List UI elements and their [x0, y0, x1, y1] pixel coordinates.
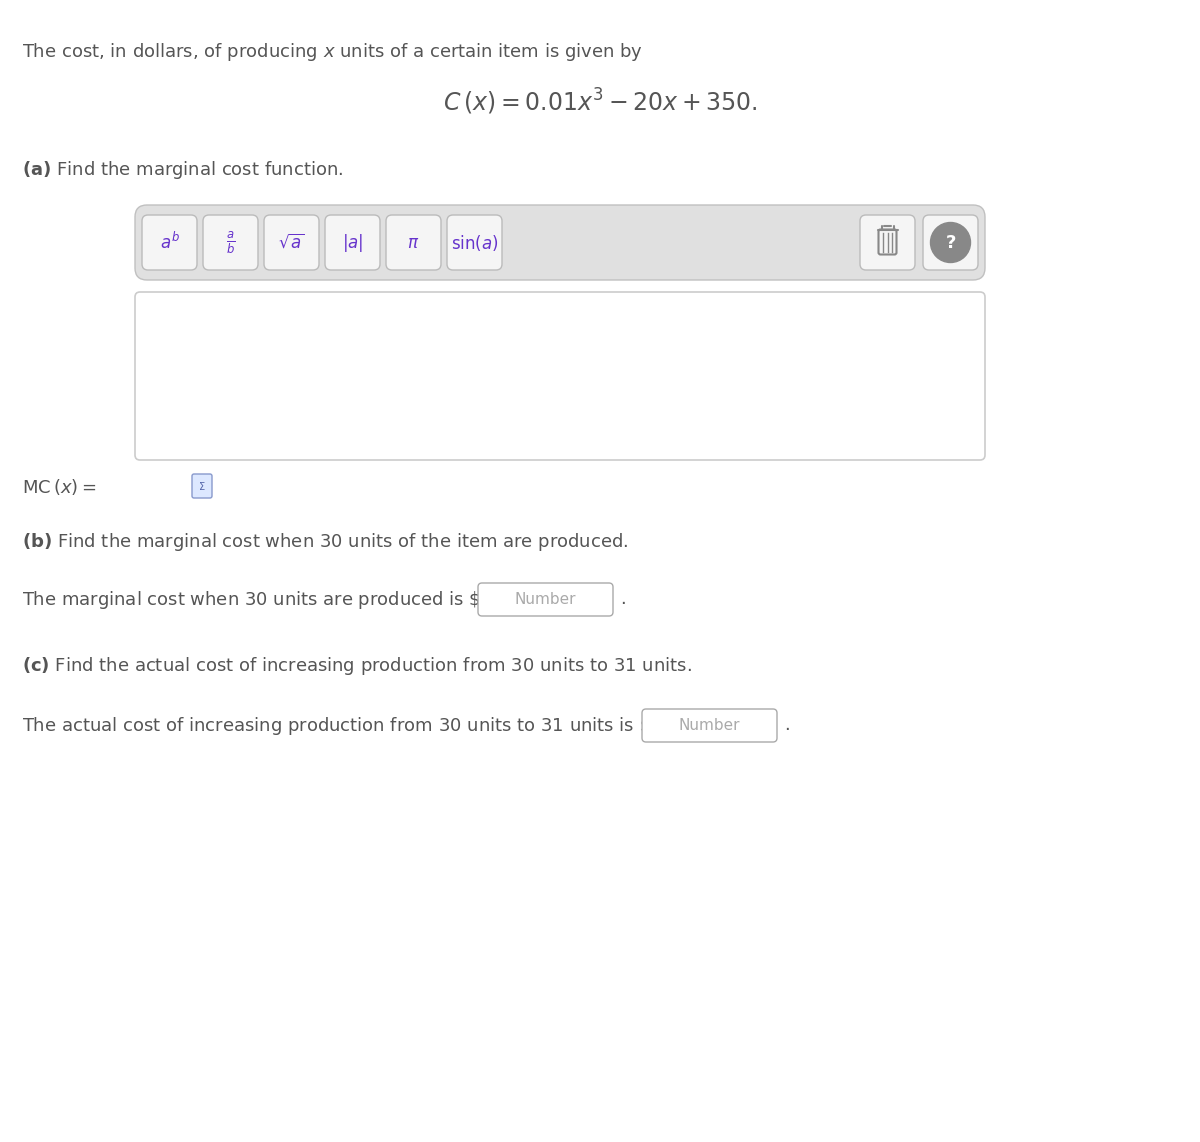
- Text: Number: Number: [515, 592, 576, 608]
- Text: ?: ?: [946, 233, 955, 251]
- Text: $\mathbf{(c)}$ Find the actual cost of increasing production from $30$ units to : $\mathbf{(c)}$ Find the actual cost of i…: [22, 656, 692, 677]
- Text: $|a|$: $|a|$: [342, 232, 364, 254]
- Text: .: .: [784, 716, 790, 734]
- FancyBboxPatch shape: [134, 292, 985, 460]
- Text: The actual cost of increasing production from $30$ units to $31$ units is $\$$: The actual cost of increasing production…: [22, 715, 652, 737]
- Text: $\pi$: $\pi$: [407, 233, 420, 251]
- Text: $\mathbf{(a)}$ Find the marginal cost function.: $\mathbf{(a)}$ Find the marginal cost fu…: [22, 159, 343, 180]
- FancyBboxPatch shape: [203, 215, 258, 270]
- FancyBboxPatch shape: [134, 206, 985, 280]
- FancyBboxPatch shape: [264, 215, 319, 270]
- Text: $\mathrm{MC}\,(x) =$: $\mathrm{MC}\,(x) =$: [22, 477, 96, 497]
- Text: Number: Number: [679, 718, 740, 733]
- FancyBboxPatch shape: [446, 215, 502, 270]
- FancyBboxPatch shape: [142, 215, 197, 270]
- Text: $\mathbf{(b)}$ Find the marginal cost when $30$ units of the item are produced.: $\mathbf{(b)}$ Find the marginal cost wh…: [22, 531, 629, 553]
- Text: $\sqrt{a}$: $\sqrt{a}$: [278, 233, 305, 252]
- Text: $a^b$: $a^b$: [160, 232, 180, 254]
- FancyBboxPatch shape: [325, 215, 380, 270]
- Circle shape: [930, 223, 971, 263]
- Text: $\frac{a}{b}$: $\frac{a}{b}$: [226, 230, 235, 256]
- Text: $C\,(x) = 0.01x^3 - 20x + 350.$: $C\,(x) = 0.01x^3 - 20x + 350.$: [443, 87, 757, 118]
- Text: The cost, in dollars, of producing $x$ units of a certain item is given by: The cost, in dollars, of producing $x$ u…: [22, 41, 643, 63]
- Text: .: .: [620, 590, 625, 609]
- FancyBboxPatch shape: [860, 215, 916, 270]
- Text: $\Sigma$: $\Sigma$: [198, 480, 205, 492]
- FancyBboxPatch shape: [192, 474, 212, 498]
- FancyBboxPatch shape: [642, 709, 778, 742]
- Text: The marginal cost when $30$ units are produced is $\$$: The marginal cost when $30$ units are pr…: [22, 589, 481, 611]
- FancyBboxPatch shape: [478, 584, 613, 616]
- FancyBboxPatch shape: [386, 215, 442, 270]
- FancyBboxPatch shape: [923, 215, 978, 270]
- Text: $\sin(a)$: $\sin(a)$: [451, 233, 498, 252]
